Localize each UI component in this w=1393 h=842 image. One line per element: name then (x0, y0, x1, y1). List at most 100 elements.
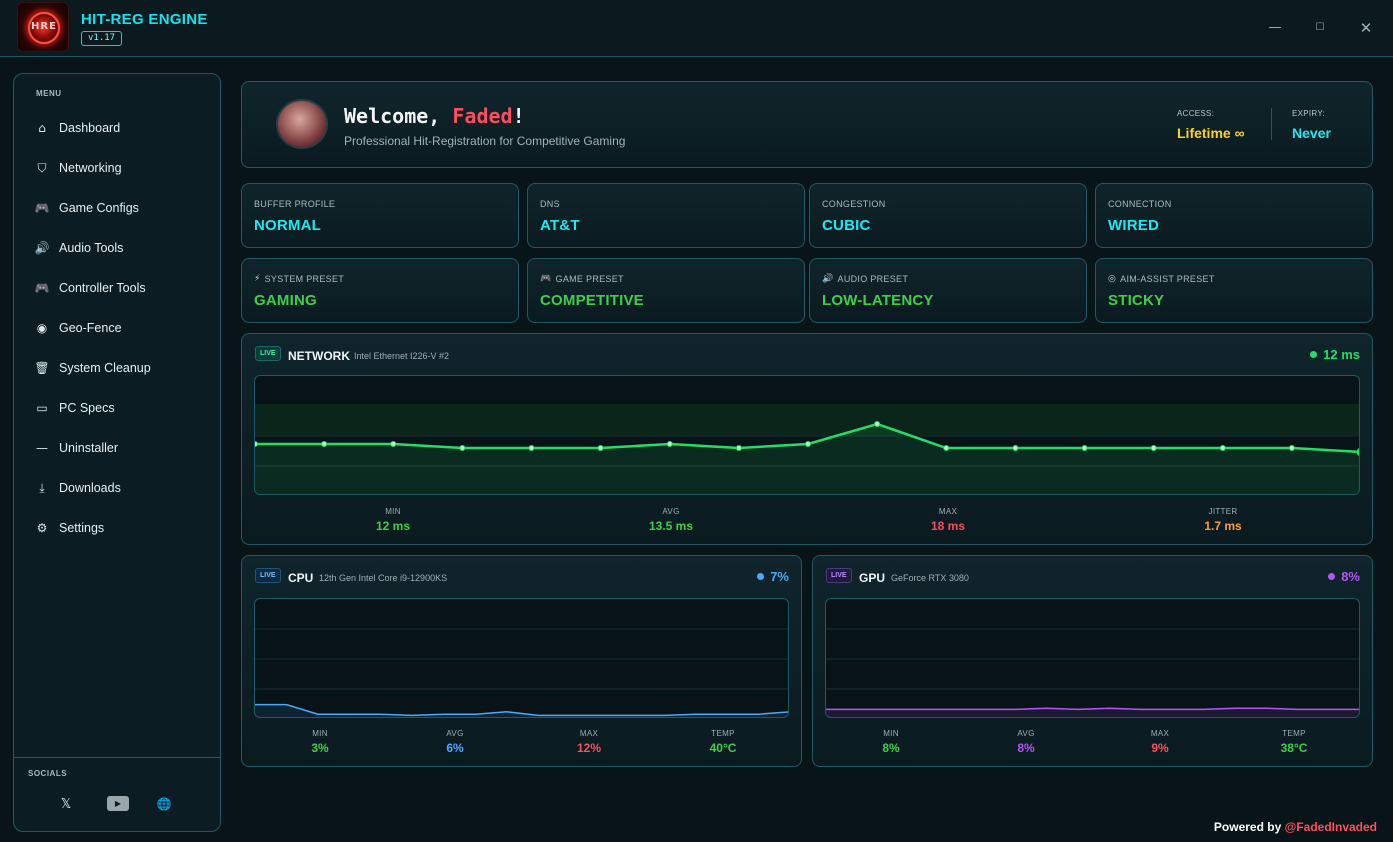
sidebar-item-geo-fence[interactable]: ◉ Geo-Fence (32, 313, 212, 343)
sidebar-item-label: Downloads (59, 481, 121, 495)
system-preset-tile[interactable]: ⚡ SYSTEM PRESET GAMING (241, 258, 519, 323)
sidebar-item-label: Networking (59, 161, 122, 175)
data-point (459, 445, 466, 451)
crosshair-icon: ◎ (1108, 274, 1117, 284)
sidebar-item-uninstaller[interactable]: — Uninstaller (32, 433, 212, 463)
data-point (1288, 445, 1295, 451)
tile-value: AT&T (540, 217, 580, 234)
sidebar-item-downloads[interactable]: ⤓ Downloads (32, 473, 212, 503)
sidebar-item-label: Uninstaller (59, 441, 119, 455)
network-title: NETWORK (288, 349, 350, 363)
connection-tile[interactable]: CONNECTION WIRED (1095, 183, 1373, 248)
maximize-button[interactable]: ☐ (1315, 22, 1325, 33)
buffer-profile-tile[interactable]: BUFFER PROFILE NORMAL (241, 183, 519, 248)
sidebar-item-system-cleanup[interactable]: 🗑 System Cleanup (32, 353, 212, 383)
router-icon: ⛉ (37, 160, 47, 175)
welcome-heading: Welcome, Faded! (344, 104, 525, 128)
app-logo: HRE (17, 2, 69, 52)
author-link[interactable]: @FadedInvaded (1284, 820, 1377, 834)
sidebar-item-settings[interactable]: ⚙ Settings (32, 513, 212, 543)
youtube-icon[interactable]: ▶ (107, 796, 129, 811)
tile-value: GAMING (254, 292, 317, 309)
stat-label: AVG (662, 507, 680, 516)
sidebar-item-pc-specs[interactable]: ▭ PC Specs (32, 393, 212, 423)
home-icon: ⌂ (38, 121, 46, 135)
tile-label: CONNECTION (1108, 199, 1172, 209)
stat-value: 40°C (709, 741, 737, 755)
series-line (255, 703, 788, 717)
x-icon[interactable]: 𝕏 (60, 796, 72, 812)
data-point (1081, 445, 1088, 451)
network-chart-svg (255, 404, 1359, 494)
sidebar-item-audio-tools[interactable]: 🔊 Audio Tools (32, 233, 212, 263)
welcome-card: Welcome, Faded! Professional Hit-Registr… (241, 81, 1373, 168)
live-badge: LIVE (255, 568, 281, 583)
audio-preset-tile[interactable]: 🔊 AUDIO PRESET LOW-LATENCY (809, 258, 1087, 323)
stat-label: MAX (1150, 729, 1170, 738)
stat-value: 6% (446, 741, 464, 755)
game-preset-tile[interactable]: 🎮 GAME PRESET COMPETITIVE (527, 258, 805, 323)
gear-icon: ⚙ (36, 521, 48, 535)
stat-label: AVG (1017, 729, 1035, 738)
data-point (1219, 445, 1226, 451)
socials-label: SOCIALS (28, 769, 68, 778)
access-label: ACCESS: (1177, 109, 1215, 118)
tile-label: BUFFER PROFILE (254, 199, 336, 209)
menu-label: MENU (36, 89, 62, 98)
bolt-icon: ⚡ (254, 274, 261, 284)
tile-value: LOW-LATENCY (822, 292, 934, 309)
tile-value: NORMAL (254, 217, 322, 234)
user-name: Faded (452, 104, 513, 128)
cpu-chart (254, 598, 789, 718)
cpu-title: CPU (288, 571, 314, 585)
cpu-model: 12th Gen Intel Core i9-12900KS (319, 573, 448, 583)
sidebar-item-label: PC Specs (59, 401, 115, 415)
data-point (321, 441, 328, 447)
logo-text: HRE (31, 21, 57, 32)
tile-value: WIRED (1108, 217, 1159, 234)
stat-label: MIN (312, 729, 328, 738)
stat-label: MAX (938, 507, 958, 516)
stat-label: JITTER (1208, 507, 1238, 516)
gpu-title: GPU (859, 571, 886, 585)
sidebar-item-dashboard[interactable]: ⌂ Dashboard (32, 113, 212, 143)
gamepad-icon: 🎮 (34, 201, 50, 215)
powered-by: Powered by @FadedInvaded (1214, 820, 1377, 834)
sidebar: MENU ⌂ Dashboard ⛉ Networking 🎮 Game Configs 🔊… (13, 73, 221, 832)
gpu-current: 8% (1328, 569, 1360, 584)
sidebar-item-label: Dashboard (59, 121, 121, 135)
target-icon: ◉ (36, 321, 48, 335)
network-chart (254, 375, 1360, 495)
status-dot (757, 573, 765, 580)
gamepad-icon: 🎮 (540, 274, 552, 284)
data-point (805, 441, 811, 447)
tile-value: CUBIC (822, 217, 871, 234)
download-icon: ⤓ (39, 480, 45, 495)
sidebar-item-game-configs[interactable]: 🎮 Game Configs (32, 193, 212, 223)
cpu-chart-svg (255, 628, 788, 717)
close-button[interactable]: ✕ (1359, 19, 1373, 37)
congestion-tile[interactable]: CONGESTION CUBIC (809, 183, 1087, 248)
tile-label: 🔊 AUDIO PRESET (822, 274, 909, 284)
dns-tile[interactable]: DNS AT&T (527, 183, 805, 248)
sidebar-item-label: Controller Tools (59, 281, 146, 295)
minus-icon: — (36, 441, 48, 455)
series-area (826, 708, 1359, 717)
title-bar: HRE HIT-REG ENGINE v1.17 — ☐ ✕ (0, 0, 1393, 57)
globe-icon[interactable]: 🌐 (156, 797, 172, 811)
data-point (666, 441, 673, 447)
minimize-button[interactable]: — (1268, 20, 1282, 35)
sidebar-item-networking[interactable]: ⛉ Networking (32, 153, 212, 183)
version-badge: v1.17 (81, 31, 123, 46)
data-point (255, 441, 258, 447)
aim-assist-preset-tile[interactable]: ◎ AIM-ASSIST PRESET STICKY (1095, 258, 1373, 323)
sidebar-item-controller-tools[interactable]: 🎮 Controller Tools (32, 273, 212, 303)
data-point (528, 445, 535, 451)
sidebar-item-label: Settings (59, 521, 105, 535)
cpu-current: 7% (757, 569, 789, 584)
tile-label: DNS (540, 199, 560, 209)
status-dot (1310, 351, 1318, 358)
data-point (943, 445, 950, 451)
tile-value: STICKY (1108, 292, 1165, 309)
live-badge: LIVE (255, 346, 281, 361)
